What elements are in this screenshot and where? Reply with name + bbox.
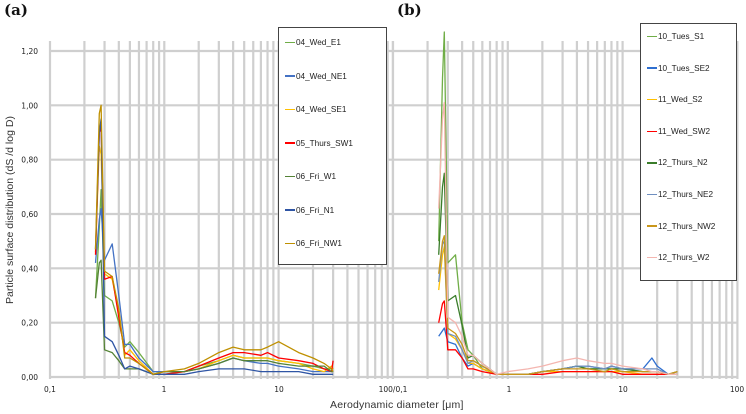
x-axis-label: Aerodynamic diameter [μm] — [330, 399, 464, 411]
legend-panel-b: 10_Tues_S1 10_Tues_SE2 11_Wed_S2 11_Wed_SW2… — [640, 23, 737, 281]
legend-swatch — [285, 175, 295, 178]
legend-item: 04_Wed_NE1 — [285, 72, 347, 81]
x-tick-label: 100/0,1 — [379, 385, 408, 394]
legend-label: 11_Wed_S2 — [658, 95, 703, 105]
legend-label: 12_Thurs_W2 — [658, 253, 710, 263]
legend-item: 12_Thurs_W2 — [647, 253, 709, 262]
legend-panel-a: 04_Wed_E1 04_Wed_NE1 04_Wed_SE1 05_Thurs_SW… — [278, 27, 387, 265]
legend-item: 12_Thurs_NE2 — [647, 190, 713, 199]
y-tick-label: 0,00 — [21, 373, 38, 382]
legend-label: 04_Wed_NE1 — [296, 71, 347, 81]
series-line-06_Fri_N1 — [94, 118, 334, 375]
series-line-12_Thurs_NW2 — [438, 235, 678, 375]
series-line-11_Wed_SW2 — [438, 300, 678, 375]
legend-swatch — [647, 67, 657, 69]
x-tick-label: 0,1 — [44, 385, 56, 394]
legend-item: 05_Thurs_SW1 — [285, 139, 353, 148]
legend-swatch — [647, 130, 657, 133]
y-tick-label: 0,80 — [21, 156, 38, 165]
y-tick-label: 1,00 — [21, 101, 38, 110]
legend-label: 04_Wed_E1 — [296, 38, 341, 47]
legend-item: 11_Wed_SW2 — [647, 127, 710, 136]
legend-item: 12_Thurs_N2 — [647, 158, 708, 167]
legend-swatch — [647, 162, 657, 164]
legend-swatch — [285, 75, 295, 77]
legend-item: 04_Wed_E1 — [285, 38, 341, 47]
legend-swatch — [285, 142, 295, 144]
series-line-05_Thurs_SW1 — [94, 126, 334, 375]
legend-item: 06_Fri_W1 — [285, 172, 336, 181]
y-tick-label: 0,40 — [21, 264, 38, 273]
x-tick-label: 1 — [162, 385, 167, 394]
legend-item: 10_Tues_S1 — [647, 32, 704, 41]
x-tick-label: 1 — [507, 385, 512, 394]
y-tick-label: 0,60 — [21, 210, 38, 219]
x-tick-label: 100 — [730, 385, 745, 394]
series-line-12_Thurs_W2 — [438, 101, 678, 375]
legend-item: 06_Fri_NW1 — [285, 239, 342, 248]
legend-label: 12_Thurs_NW2 — [658, 221, 716, 231]
legend-item: 06_Fri_N1 — [285, 206, 334, 215]
legend-swatch — [647, 225, 657, 227]
x-tick-label: 10 — [618, 385, 628, 394]
legend-item: 10_Tues_SE2 — [647, 64, 710, 73]
y-tick-label: 0,20 — [21, 319, 38, 328]
legend-label: 04_Wed_SE1 — [296, 105, 347, 114]
x-tick-label: 10 — [274, 385, 284, 394]
legend-swatch — [647, 256, 657, 259]
legend-label: 12_Thurs_NE2 — [658, 190, 714, 199]
legend-label: 06_Fri_N1 — [296, 205, 335, 215]
legend-item: 04_Wed_SE1 — [285, 105, 346, 114]
legend-swatch — [647, 98, 657, 101]
legend-label: 10_Tues_SE2 — [658, 63, 710, 73]
legend-label: 06_Fri_NW1 — [296, 239, 342, 248]
legend-swatch — [647, 193, 657, 196]
legend-item: 12_Thurs_NW2 — [647, 222, 715, 231]
legend-swatch — [285, 242, 295, 245]
legend-label: 10_Tues_S1 — [658, 32, 705, 41]
series-line-06_Fri_NW1 — [94, 104, 334, 375]
legend-item: 11_Wed_S2 — [647, 95, 702, 104]
y-axis-label: Particle surface distribution (dS /d log… — [4, 116, 16, 304]
series-line-06_Fri_W1 — [94, 259, 334, 375]
legend-label: 12_Thurs_N2 — [658, 158, 708, 168]
legend-swatch — [285, 209, 295, 211]
y-tick-label: 1,20 — [21, 47, 38, 56]
panel-a-label: (a) — [4, 1, 28, 19]
panel-b-label: (b) — [397, 1, 422, 19]
series-line-10_Tues_SE2 — [438, 327, 678, 375]
legend-swatch — [647, 35, 657, 38]
legend-swatch — [285, 108, 295, 111]
legend-swatch — [285, 41, 295, 44]
legend-label: 11_Wed_SW2 — [658, 126, 711, 136]
legend-label: 06_Fri_W1 — [296, 172, 337, 181]
legend-label: 05_Thurs_SW1 — [296, 138, 353, 148]
